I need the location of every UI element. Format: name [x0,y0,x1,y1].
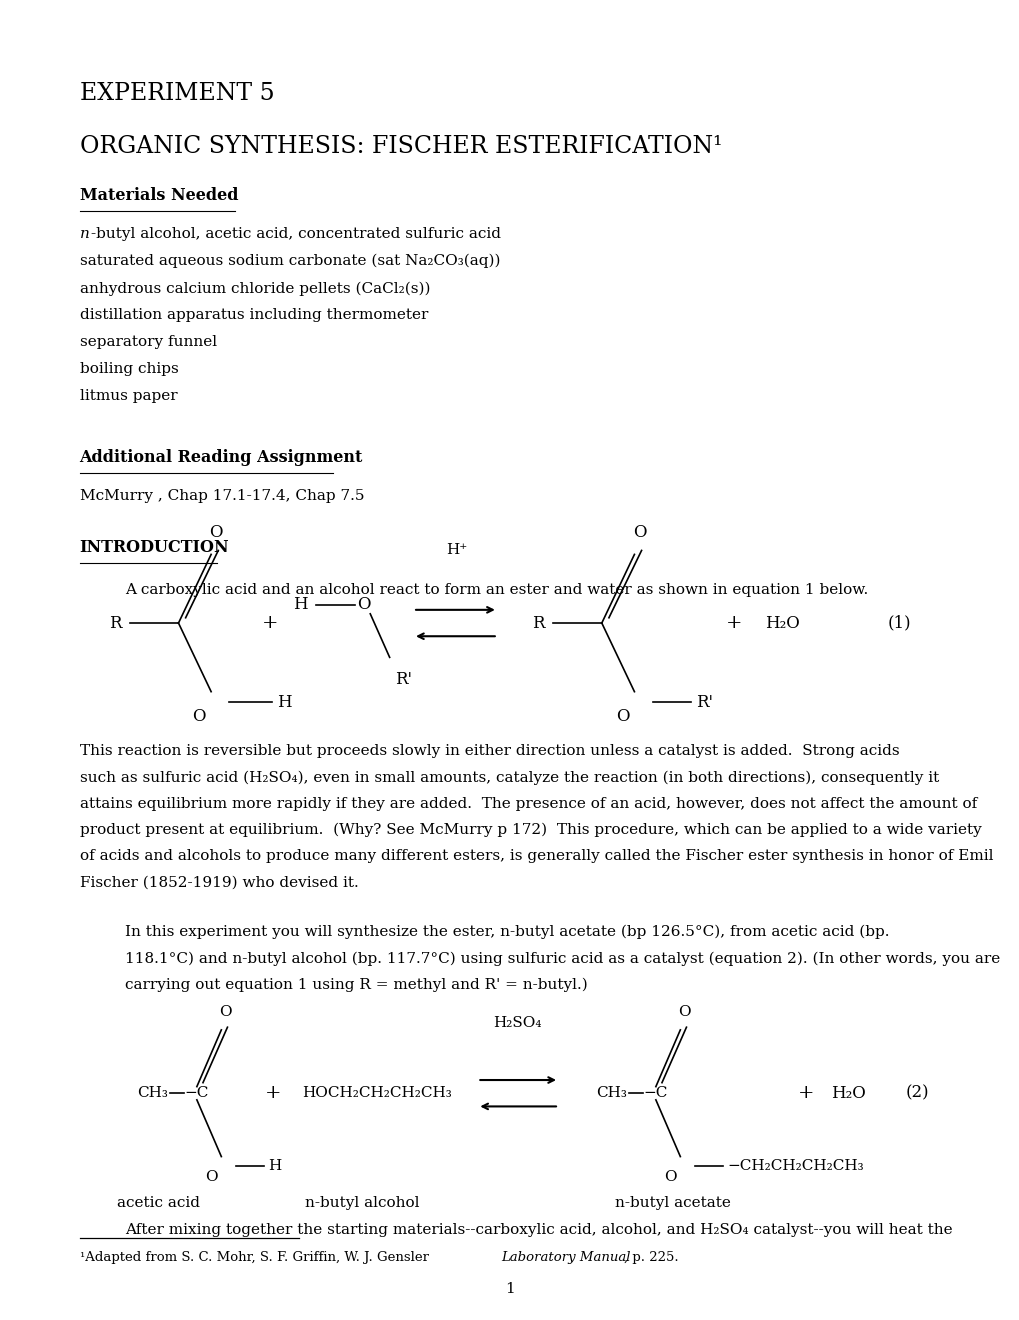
Text: ORGANIC SYNTHESIS: FISCHER ESTERIFICATION¹: ORGANIC SYNTHESIS: FISCHER ESTERIFICATIO… [79,135,721,157]
Text: O: O [632,524,646,541]
Text: n-butyl acetate: n-butyl acetate [614,1196,731,1210]
Text: O: O [219,1006,231,1019]
Text: McMurry , Chap 17.1-17.4, Chap 7.5: McMurry , Chap 17.1-17.4, Chap 7.5 [79,490,364,503]
Text: H: H [293,597,308,612]
Text: 118.1°C) and n-butyl alcohol (bp. 117.7°C) using sulfuric acid as a catalyst (eq: 118.1°C) and n-butyl alcohol (bp. 117.7°… [125,952,1000,966]
Text: Additional Reading Assignment: Additional Reading Assignment [79,450,363,466]
Text: +: + [797,1084,813,1102]
Text: HOCH₂CH₂CH₂CH₃: HOCH₂CH₂CH₂CH₃ [302,1086,451,1101]
Text: (1): (1) [887,615,910,631]
Text: After mixing together the starting materials--carboxylic acid, alcohol, and H₂SO: After mixing together the starting mater… [125,1222,952,1237]
Text: n-butyl alcohol: n-butyl alcohol [305,1196,419,1210]
Text: In this experiment you will synthesize the ester, n-butyl acetate (bp 126.5°C), : In this experiment you will synthesize t… [125,925,890,940]
Text: O: O [209,524,223,541]
Text: −C: −C [184,1086,209,1101]
Text: carrying out equation 1 using R = methyl and R' = n-butyl.): carrying out equation 1 using R = methyl… [125,977,588,991]
Text: such as sulfuric acid (H₂SO₄), even in small amounts, catalyze the reaction (in : such as sulfuric acid (H₂SO₄), even in s… [79,771,937,785]
Text: saturated aqueous sodium carbonate (sat Na₂CO₃(aq)): saturated aqueous sodium carbonate (sat … [79,253,499,268]
Text: O: O [193,708,206,725]
Text: n: n [79,227,90,242]
Text: EXPERIMENT 5: EXPERIMENT 5 [79,82,274,104]
Text: product present at equilibrium.  (Why? See McMurry p 172)  This procedure, which: product present at equilibrium. (Why? Se… [79,822,980,837]
Text: O: O [615,708,629,725]
Text: O: O [678,1006,690,1019]
Text: -butyl alcohol, acetic acid, concentrated sulfuric acid: -butyl alcohol, acetic acid, concentrate… [91,227,500,242]
Text: Laboratory Manual: Laboratory Manual [500,1251,630,1265]
Text: H: H [268,1159,281,1173]
Text: Materials Needed: Materials Needed [79,187,237,205]
Text: O: O [205,1170,217,1184]
Text: 1: 1 [504,1282,515,1296]
Text: R: R [532,615,544,631]
Text: O: O [663,1170,676,1184]
Text: H₂SO₄: H₂SO₄ [492,1016,541,1030]
Text: INTRODUCTION: INTRODUCTION [79,540,229,556]
Text: +: + [265,1084,281,1102]
Text: ¹Adapted from S. C. Mohr, S. F. Griffin, W. J. Gensler: ¹Adapted from S. C. Mohr, S. F. Griffin,… [79,1251,432,1265]
Text: O: O [357,597,370,612]
Text: H: H [277,694,291,710]
Text: R: R [109,615,121,631]
Text: Fischer (1852-1919) who devised it.: Fischer (1852-1919) who devised it. [79,875,358,890]
Text: CH₃: CH₃ [138,1086,168,1101]
Text: attains equilibrium more rapidly if they are added.  The presence of an acid, ho: attains equilibrium more rapidly if they… [79,797,976,810]
Text: litmus paper: litmus paper [79,389,177,404]
Text: CH₃: CH₃ [596,1086,627,1101]
Text: H₂O: H₂O [830,1085,865,1102]
Text: anhydrous calcium chloride pellets (CaCl₂(s)): anhydrous calcium chloride pellets (CaCl… [79,281,430,296]
Text: (2): (2) [905,1085,928,1102]
Text: distillation apparatus including thermometer: distillation apparatus including thermom… [79,309,428,322]
Text: A carboxylic acid and an alcohol react to form an ester and water as shown in eq: A carboxylic acid and an alcohol react t… [125,583,868,597]
Text: acetic acid: acetic acid [116,1196,200,1210]
Text: +: + [726,614,742,632]
Text: −CH₂CH₂CH₂CH₃: −CH₂CH₂CH₂CH₃ [727,1159,863,1173]
Text: separatory funnel: separatory funnel [79,335,216,350]
Text: This reaction is reversible but proceeds slowly in either direction unless a cat: This reaction is reversible but proceeds… [79,744,899,759]
Text: +: + [262,614,278,632]
Text: H⁺: H⁺ [446,543,467,557]
Text: R': R' [394,671,412,688]
Text: −C: −C [643,1086,667,1101]
Text: boiling chips: boiling chips [79,363,178,376]
Text: of acids and alcohols to produce many different esters, is generally called the : of acids and alcohols to produce many di… [79,849,993,863]
Text: , p. 225.: , p. 225. [624,1251,679,1265]
Text: H₂O: H₂O [764,615,799,631]
Text: R': R' [695,694,712,710]
